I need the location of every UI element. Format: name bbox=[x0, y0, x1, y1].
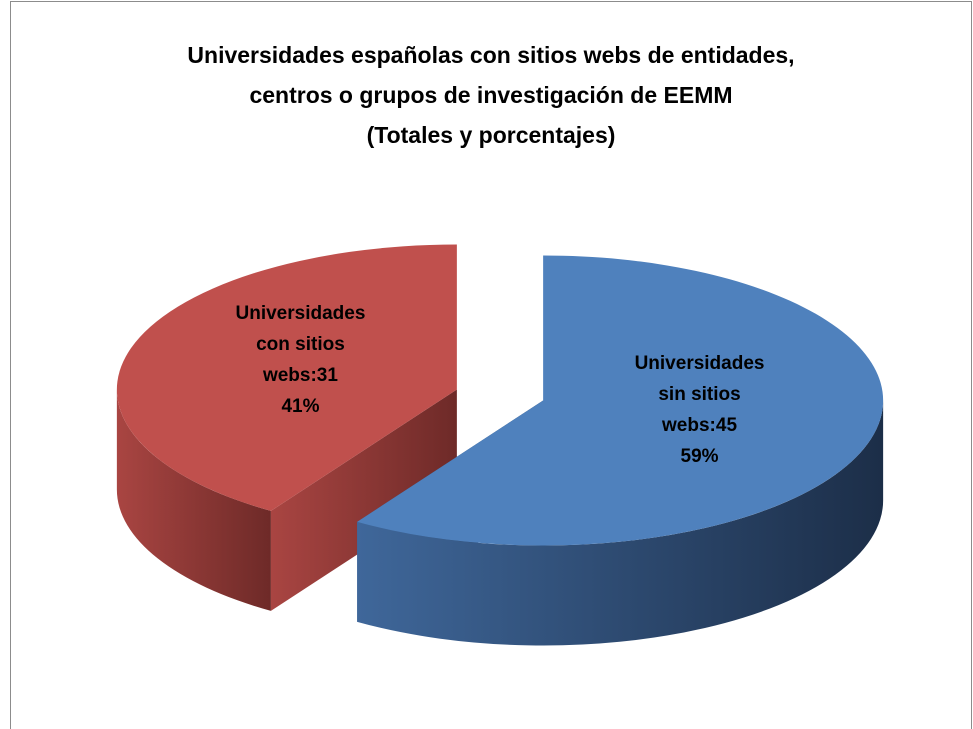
percent-label: 59% bbox=[680, 446, 719, 468]
chart-title: centros o grupos de investigación de EEM… bbox=[249, 82, 733, 108]
slice-wall bbox=[357, 400, 884, 646]
slice-label: Universidades con sitios webs:31 41% bbox=[220, 298, 380, 422]
slice bbox=[116, 244, 457, 511]
category-label: Universidades con sitios webs:31 bbox=[235, 302, 366, 386]
slice bbox=[357, 255, 884, 546]
category-label: Universidades sin sitios webs:45 bbox=[634, 353, 765, 437]
slice-side bbox=[270, 389, 457, 611]
percent-label: 41% bbox=[281, 395, 320, 417]
slice-label: Universidades sin sitios webs:45 59% bbox=[620, 348, 780, 472]
chart-subtitle: (Totales y porcentajes) bbox=[366, 122, 616, 148]
slice-wall bbox=[116, 389, 271, 611]
chart-title: Universidades españolas con sitios webs … bbox=[187, 42, 795, 68]
